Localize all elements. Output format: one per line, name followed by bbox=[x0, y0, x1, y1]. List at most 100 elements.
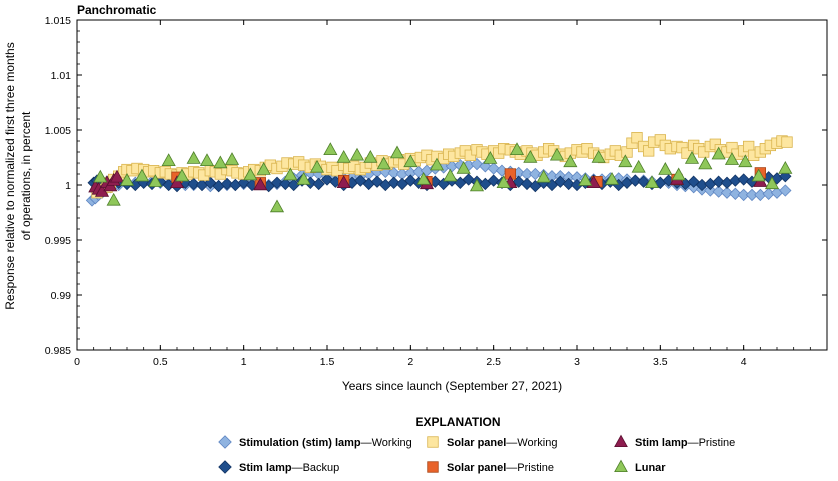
y-tick-label: 0.995 bbox=[45, 235, 71, 247]
data-point bbox=[403, 154, 418, 168]
data-point bbox=[509, 142, 525, 156]
legend-label: Solar panel—Working bbox=[447, 437, 557, 449]
data-point bbox=[462, 173, 475, 186]
legend-marker bbox=[427, 436, 439, 448]
y-axis: 0.985 0.99 0.995 1 1.005 1.01 1.015 bbox=[45, 15, 827, 357]
legend-item: Solar panel—Pristine bbox=[427, 461, 554, 474]
data-point bbox=[729, 187, 742, 200]
data-point bbox=[469, 178, 485, 192]
panel-title: Panchromatic bbox=[77, 3, 157, 17]
data-point bbox=[323, 142, 338, 156]
data-point bbox=[549, 147, 565, 161]
data-point bbox=[487, 162, 500, 175]
y-tick-label: 1.01 bbox=[51, 70, 72, 82]
data-point bbox=[720, 186, 734, 199]
y-tick-label: 1.015 bbox=[45, 15, 71, 27]
y-tick-label: 0.985 bbox=[45, 345, 71, 357]
data-point bbox=[169, 175, 185, 189]
data-point bbox=[186, 151, 201, 164]
y-axis-title-line-2: of operations, in percent bbox=[19, 111, 33, 240]
legend-marker bbox=[614, 459, 628, 473]
x-tick-label: 2.5 bbox=[486, 356, 501, 368]
data-point bbox=[658, 162, 673, 175]
data-point bbox=[243, 167, 258, 181]
data-point bbox=[778, 160, 793, 174]
legend-item: Stimulation (stim) lamp—Working bbox=[218, 435, 412, 449]
data-point bbox=[312, 177, 325, 191]
data-point bbox=[416, 171, 431, 185]
data-point bbox=[309, 159, 325, 173]
data-point bbox=[224, 152, 240, 165]
data-point bbox=[148, 174, 163, 187]
legend-label-bold: Stim lamp bbox=[635, 437, 688, 449]
data-point bbox=[631, 132, 643, 144]
y-tick-label: 1.005 bbox=[45, 125, 71, 137]
x-tick-label: 3.5 bbox=[653, 356, 668, 368]
legend-item: Stim lamp—Pristine bbox=[614, 434, 735, 449]
series-5 bbox=[93, 142, 793, 213]
data-point bbox=[296, 171, 311, 185]
data-point bbox=[618, 154, 633, 168]
data-point bbox=[751, 168, 766, 182]
data-point bbox=[387, 176, 400, 189]
data-point bbox=[496, 175, 511, 189]
x-tick-label: 1 bbox=[241, 356, 247, 368]
plot-markers bbox=[85, 132, 793, 213]
data-point bbox=[738, 154, 753, 168]
data-point bbox=[174, 168, 190, 182]
legend-item: Solar panel—Working bbox=[427, 436, 557, 449]
data-point bbox=[283, 167, 298, 181]
data-point bbox=[671, 167, 686, 181]
data-point bbox=[781, 136, 793, 148]
legend-label-bold: Solar panel bbox=[447, 462, 506, 474]
data-point bbox=[270, 176, 284, 189]
data-point bbox=[554, 175, 567, 188]
legend: Stimulation (stim) lamp—Working Stim lamp… bbox=[218, 434, 735, 474]
data-point bbox=[644, 175, 660, 189]
x-axis-title: Years since launch (September 27, 2021) bbox=[342, 379, 562, 393]
data-point bbox=[631, 159, 646, 173]
data-point bbox=[712, 175, 725, 188]
data-point bbox=[704, 184, 717, 197]
data-point bbox=[737, 188, 750, 202]
data-point bbox=[764, 176, 780, 190]
data-point bbox=[698, 156, 713, 170]
data-point bbox=[187, 177, 200, 191]
legend-label-rest: —Working bbox=[506, 437, 557, 449]
legend-label-rest: —Backup bbox=[292, 462, 340, 474]
x-tick-label: 1.5 bbox=[320, 356, 335, 368]
x-tick-label: 4 bbox=[741, 356, 747, 368]
data-point bbox=[536, 169, 551, 183]
data-point bbox=[287, 178, 300, 192]
data-point bbox=[443, 168, 458, 182]
legend-marker bbox=[218, 460, 232, 474]
data-point bbox=[429, 157, 445, 171]
data-point bbox=[724, 152, 740, 165]
legend-marker bbox=[427, 461, 439, 473]
x-tick-label: 0 bbox=[74, 356, 80, 368]
data-point bbox=[591, 149, 606, 163]
data-point bbox=[363, 149, 378, 163]
data-point bbox=[134, 168, 150, 182]
data-point bbox=[336, 149, 351, 163]
data-point bbox=[220, 177, 234, 191]
legend-label: Stim lamp—Pristine bbox=[635, 437, 735, 449]
data-point bbox=[106, 192, 121, 206]
data-point bbox=[213, 155, 228, 169]
legend-label: Solar panel—Pristine bbox=[447, 462, 554, 474]
data-point bbox=[745, 188, 759, 202]
data-point bbox=[336, 175, 351, 189]
data-point bbox=[711, 146, 726, 160]
data-point bbox=[269, 199, 285, 213]
data-point bbox=[199, 153, 215, 167]
data-point bbox=[529, 167, 542, 181]
data-point bbox=[604, 171, 620, 185]
y-axis-title-line-1: Response relative to normalized first th… bbox=[3, 42, 17, 309]
x-tick-label: 2 bbox=[407, 356, 413, 368]
legend-title: EXPLANATION bbox=[415, 415, 500, 429]
x-tick-label: 3 bbox=[574, 356, 580, 368]
data-point bbox=[562, 177, 575, 191]
x-tick-label: 0.5 bbox=[153, 356, 168, 368]
y-tick-label: 0.99 bbox=[51, 290, 72, 302]
